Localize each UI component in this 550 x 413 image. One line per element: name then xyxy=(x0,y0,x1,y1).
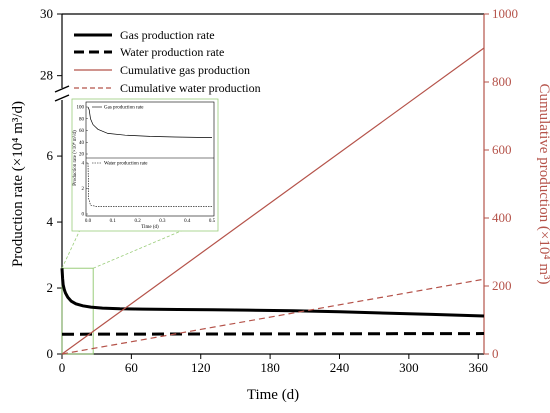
inset-x-tick-label: 0.5 xyxy=(209,219,216,224)
x-tick-label: 360 xyxy=(468,360,488,375)
y-right-tick-label: 200 xyxy=(492,278,512,293)
legend-label-water-rate: Water production rate xyxy=(120,45,224,59)
y-right-tick-label: 600 xyxy=(492,142,512,157)
inset-gas-curve xyxy=(87,106,213,138)
series-cumulative-gas xyxy=(61,47,485,355)
y-right-tick-label: 1000 xyxy=(492,6,518,21)
series-gas-production-rate xyxy=(60,268,485,318)
x-tick-label: 120 xyxy=(191,360,211,375)
inset-lower-tick-label: 0 xyxy=(82,213,85,218)
x-tick-label: 240 xyxy=(330,360,350,375)
inset-x-tick-label: 0.0 xyxy=(85,219,92,224)
legend: Gas production rate Water production rat… xyxy=(74,28,261,95)
legend-label-gas-rate: Gas production rate xyxy=(120,28,215,42)
axis-break-mark-2 xyxy=(54,94,70,102)
y-right-tick-label: 800 xyxy=(492,74,512,89)
y-right-tick-label: 400 xyxy=(492,210,512,225)
x-axis-title: Time (d) xyxy=(247,387,299,403)
y-left-upper-tick-label: 30 xyxy=(40,6,53,21)
inset-background xyxy=(71,98,219,232)
inset-lower-tick-label: 4 xyxy=(82,162,85,167)
x-tick-label: 300 xyxy=(399,360,419,375)
inset-upper-tick-label: 60 xyxy=(79,129,85,134)
ticks: 0 60 120 180 240 300 3600246283002004006008001… xyxy=(40,6,518,375)
inset-x-tick-label: 0.2 xyxy=(134,219,141,224)
inset-x-axis-title: Time (d) xyxy=(141,225,159,230)
inset-x-tick-label: 0.1 xyxy=(110,219,117,224)
series-water-production-rate xyxy=(62,332,485,336)
y-right-tick-label: 0 xyxy=(492,346,499,361)
inset-water-curve xyxy=(87,162,212,207)
inset-upper-tick-label: 20 xyxy=(79,153,85,158)
x-tick-label: 0 xyxy=(59,360,66,375)
inset-lower-tick-label: 2 xyxy=(82,187,85,192)
legend-label-cum-gas: Cumulative gas production xyxy=(120,63,250,77)
legend-label-cum-water: Cumulative water production xyxy=(120,81,261,95)
y-left-upper-tick-label: 28 xyxy=(40,68,53,83)
inset-x-tick-label: 0.3 xyxy=(159,219,166,224)
x-tick-label: 180 xyxy=(260,360,280,375)
inset-frame xyxy=(85,101,215,217)
inset-upper-tick-label: 80 xyxy=(79,117,85,122)
y-left-tick-label: 0 xyxy=(47,346,54,361)
inset-x-tick-label: 0.4 xyxy=(184,219,191,224)
inset-y-axis-title: Production rate (×10⁴ m³/d) xyxy=(72,130,78,186)
y-left-tick-label: 6 xyxy=(47,148,54,163)
inset-upper-tick-label: 100 xyxy=(77,106,85,111)
zoom-connector-right xyxy=(93,216,215,269)
series-group xyxy=(60,47,485,355)
y-left-tick-label: 2 xyxy=(47,280,54,295)
x-tick-label: 60 xyxy=(125,360,138,375)
axis-break-mark-1 xyxy=(54,85,70,93)
inset-legend-water: Water production rate xyxy=(104,162,148,167)
inset-upper-tick-label: 40 xyxy=(79,141,85,146)
y-left-tick-label: 4 xyxy=(47,214,54,229)
inset-legend-gas: Gas production rate xyxy=(104,106,144,111)
zoom-box xyxy=(61,267,94,355)
y-axis-title-left: Production rate (×10⁴ m³/d) xyxy=(10,101,26,267)
inset-chart: 20 40 60 80 100 0 2 4 0.0 0.1 0.2 0.3 0.4 0.5 Time (d)… xyxy=(71,98,219,232)
y-axis-title-right: Cumulative production (×10⁴ m³) xyxy=(536,83,550,284)
series-cumulative-water xyxy=(61,278,485,355)
